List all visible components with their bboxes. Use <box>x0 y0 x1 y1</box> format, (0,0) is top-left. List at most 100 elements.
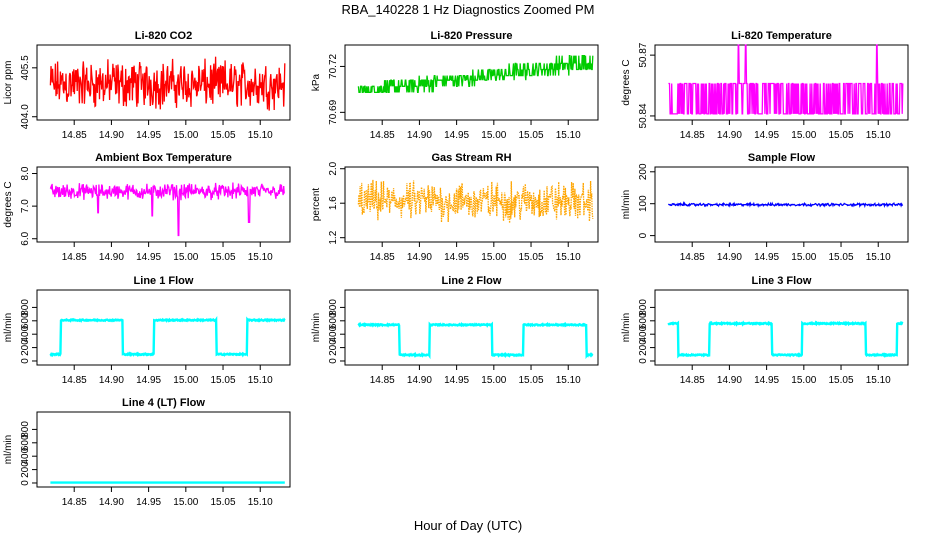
panel-1: Li-820 CO2 Licor ppm 14.85 14.90 14.95 15.00 1… <box>3 30 291 141</box>
x-tick-label: 14.95 <box>444 130 469 141</box>
y-axis-label: ml/min <box>3 435 14 464</box>
data-series <box>667 200 904 209</box>
panel-7: Line 1 Flow ml/min 14.85 14.90 14.95 15.00 15.… <box>3 275 291 386</box>
x-tick-label: 14.85 <box>370 130 395 141</box>
data-series <box>49 315 286 358</box>
y-axis-label: degrees C <box>3 181 14 227</box>
x-tick-label: 14.85 <box>62 497 87 508</box>
x-tick-label: 15.10 <box>556 130 581 141</box>
x-tick-label: 15.00 <box>173 130 198 141</box>
x-tick-label: 15.05 <box>829 130 854 141</box>
x-tick-label: 15.00 <box>791 252 816 263</box>
y-tick-label: 800 <box>638 299 649 316</box>
plot-frame <box>36 166 291 243</box>
y-tick-label: 100 <box>638 195 649 212</box>
y-tick-label: 8.0 <box>20 166 31 180</box>
x-tick-label: 14.85 <box>370 375 395 386</box>
x-axis-title: Hour of Day (UTC) <box>413 518 523 533</box>
y-tick-label: 200 <box>328 339 339 356</box>
x-tick-label: 14.90 <box>99 252 124 263</box>
x-tick-label: 14.90 <box>407 252 432 263</box>
x-tick-label: 14.90 <box>407 375 432 386</box>
y-tick-label: 200 <box>638 339 649 356</box>
x-tick-label: 15.10 <box>866 375 891 386</box>
y-axis-label: ml/min <box>621 190 632 219</box>
y-tick-label: 200 <box>20 461 31 478</box>
y-tick-label: 50.84 <box>638 103 649 128</box>
data-series <box>357 55 594 94</box>
x-tick-label: 15.00 <box>173 497 198 508</box>
panel-10: Line 4 (LT) Flow ml/min 14.85 14.90 14.95 15.… <box>3 397 291 508</box>
x-tick-label: 15.10 <box>866 252 891 263</box>
x-tick-label: 15.00 <box>173 375 198 386</box>
x-tick-label: 14.85 <box>62 130 87 141</box>
y-axis-label: percent <box>311 188 322 222</box>
y-tick-label: 0 <box>638 358 649 364</box>
y-tick-label: 0 <box>20 358 31 364</box>
panel-title: Gas Stream RH <box>431 152 511 164</box>
y-tick-label: 200 <box>638 163 649 180</box>
x-tick-label: 15.05 <box>519 375 544 386</box>
y-tick-label: 1.2 <box>328 230 339 244</box>
panel-title: Li-820 CO2 <box>135 30 192 42</box>
x-tick-label: 14.90 <box>717 375 742 386</box>
x-tick-label: 15.10 <box>248 497 273 508</box>
data-series <box>668 44 904 115</box>
panel-title: Line 2 Flow <box>442 275 502 287</box>
y-tick-label: 800 <box>20 299 31 316</box>
x-tick-label: 15.05 <box>211 497 236 508</box>
x-tick-label: 15.10 <box>556 375 581 386</box>
plot-frame <box>36 44 291 121</box>
x-tick-label: 15.05 <box>519 252 544 263</box>
panel-6: Sample Flow ml/min 14.85 14.90 14.95 15.00 15.… <box>621 152 909 263</box>
y-tick-label: 0 <box>20 480 31 486</box>
x-tick-label: 15.00 <box>791 130 816 141</box>
x-tick-label: 14.90 <box>717 252 742 263</box>
y-tick-label: 400 <box>20 325 31 342</box>
x-tick-label: 14.95 <box>444 252 469 263</box>
y-tick-label: 400 <box>328 325 339 342</box>
x-tick-label: 14.95 <box>136 252 161 263</box>
x-tick-label: 14.85 <box>62 375 87 386</box>
data-series <box>49 56 286 111</box>
x-tick-label: 15.10 <box>248 130 273 141</box>
x-tick-label: 14.95 <box>754 130 779 141</box>
y-tick-label: 400 <box>20 447 31 464</box>
x-tick-label: 14.90 <box>407 130 432 141</box>
panel-title: Li-820 Temperature <box>731 30 832 42</box>
x-tick-label: 15.05 <box>211 375 236 386</box>
x-tick-label: 15.05 <box>211 252 236 263</box>
x-tick-label: 15.00 <box>481 375 506 386</box>
panel-title: Line 3 Flow <box>752 275 812 287</box>
x-tick-label: 15.00 <box>173 252 198 263</box>
y-tick-label: 600 <box>638 312 649 329</box>
panel-4: Ambient Box Temperature degrees C 14.85 14.… <box>3 152 291 263</box>
panel-8: Line 2 Flow ml/min 14.85 14.90 14.95 15.00 15.… <box>311 275 599 386</box>
y-tick-label: 800 <box>328 299 339 316</box>
y-axis-label: ml/min <box>3 313 14 342</box>
y-tick-label: 7.0 <box>20 199 31 213</box>
x-tick-label: 14.85 <box>680 252 705 263</box>
x-tick-label: 14.90 <box>99 497 124 508</box>
y-tick-label: 70.72 <box>328 53 339 78</box>
data-series <box>667 320 904 359</box>
x-tick-label: 14.95 <box>754 375 779 386</box>
x-tick-label: 15.10 <box>248 375 273 386</box>
x-tick-label: 14.85 <box>680 375 705 386</box>
x-tick-label: 14.90 <box>99 130 124 141</box>
data-series <box>49 182 285 237</box>
data-series <box>357 321 594 360</box>
y-tick-label: 50.87 <box>638 42 649 67</box>
x-tick-label: 14.95 <box>136 375 161 386</box>
x-tick-label: 14.95 <box>754 252 779 263</box>
x-tick-label: 15.00 <box>481 130 506 141</box>
x-tick-label: 15.10 <box>556 252 581 263</box>
panel-title: Ambient Box Temperature <box>95 152 232 164</box>
y-tick-label: 404.0 <box>20 104 31 129</box>
y-tick-label: 600 <box>328 312 339 329</box>
y-tick-label: 400 <box>638 325 649 342</box>
panel-5: Gas Stream RH percent 14.85 14.90 14.95 15.00… <box>311 152 599 263</box>
x-tick-label: 14.85 <box>62 252 87 263</box>
y-axis-label: Licor ppm <box>3 61 14 105</box>
